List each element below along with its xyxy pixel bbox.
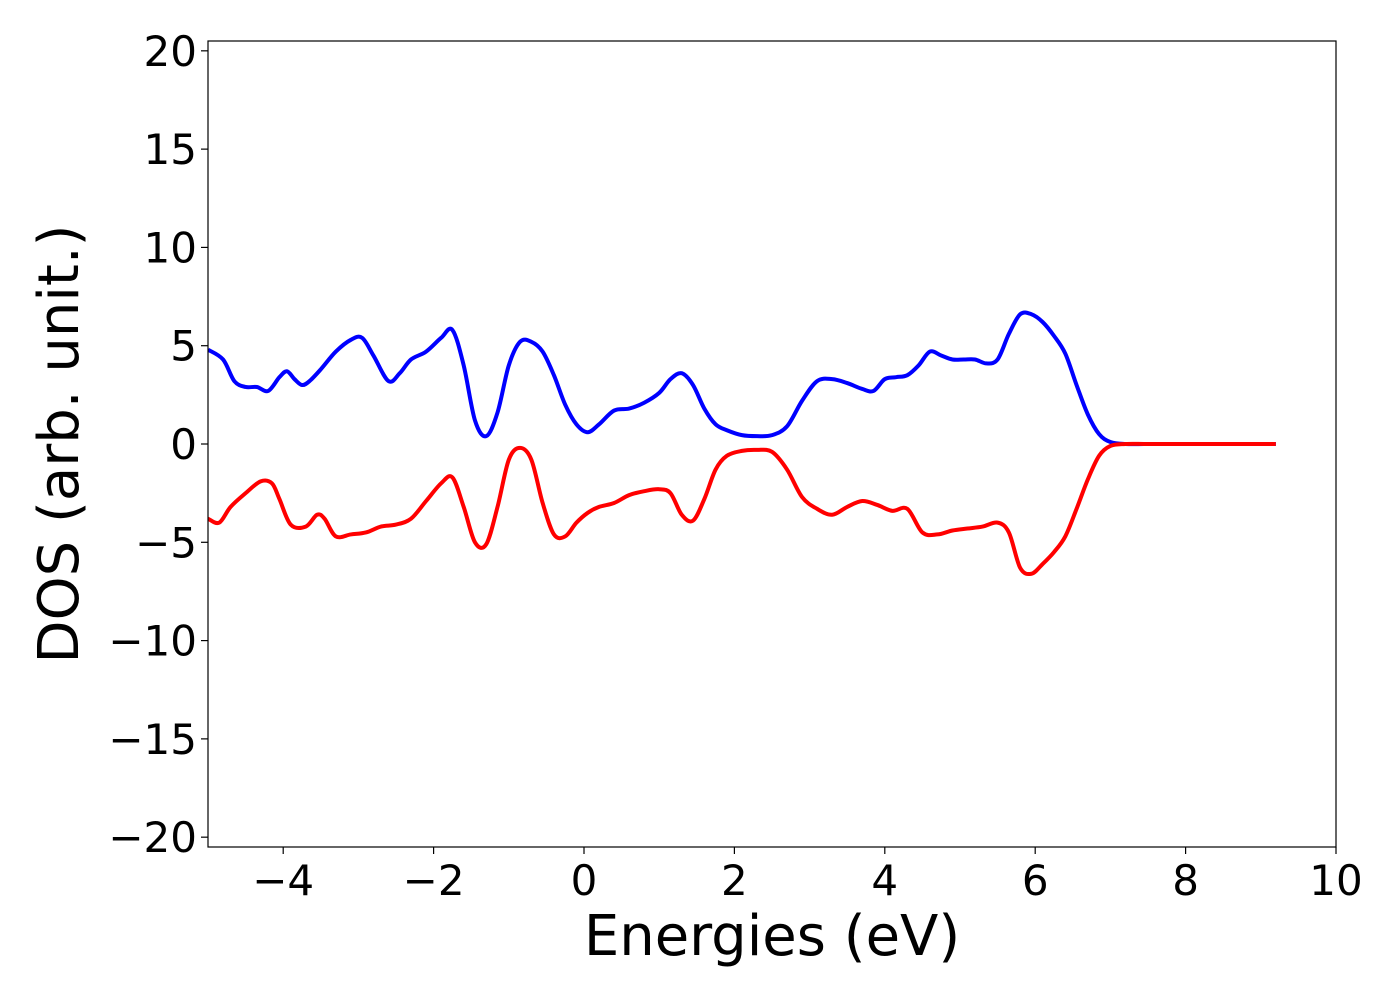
y-axis-ticks: 20 15 10 5 0 −5 −10 −15 −20	[108, 27, 208, 862]
x-tick-label: 2	[721, 856, 748, 905]
dos-series-line-1	[208, 310, 1276, 447]
x-tick-label: 4	[871, 856, 898, 905]
dos-series-line-2	[208, 441, 1276, 577]
x-tick-label: 6	[1022, 856, 1049, 905]
y-tick-label: 20	[144, 27, 197, 76]
series-layer	[208, 310, 1276, 577]
y-tick-label: −15	[108, 715, 197, 764]
y-tick-label: −10	[108, 617, 197, 666]
y-tick-label: 15	[144, 125, 197, 174]
y-tick-label: 0	[170, 420, 197, 469]
y-tick-label: −5	[135, 518, 197, 567]
x-tick-label: −4	[252, 856, 314, 905]
y-axis-label: DOS (arb. unit.)	[27, 224, 92, 663]
x-tick-label: 8	[1172, 856, 1199, 905]
x-axis-ticks: −4 −2 0 2 4 6 8 10	[252, 847, 1363, 905]
x-axis-label: Energies (eV)	[584, 904, 960, 969]
y-tick-label: −20	[108, 813, 197, 862]
x-tick-label: 10	[1309, 856, 1362, 905]
x-tick-label: −2	[403, 856, 465, 905]
y-tick-label: 5	[170, 322, 197, 371]
x-tick-label: 0	[571, 856, 598, 905]
y-tick-label: 10	[144, 223, 197, 272]
